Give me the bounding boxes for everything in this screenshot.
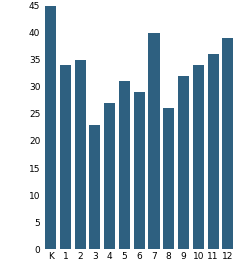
Bar — [104, 103, 115, 249]
Bar — [89, 125, 100, 249]
Bar — [60, 65, 71, 249]
Bar — [178, 76, 189, 249]
Bar — [193, 65, 204, 249]
Bar — [45, 6, 56, 249]
Bar — [119, 81, 130, 249]
Bar — [75, 60, 86, 249]
Bar — [134, 92, 145, 249]
Bar — [148, 33, 160, 249]
Bar — [208, 54, 219, 249]
Bar — [163, 109, 174, 249]
Bar — [222, 38, 233, 249]
